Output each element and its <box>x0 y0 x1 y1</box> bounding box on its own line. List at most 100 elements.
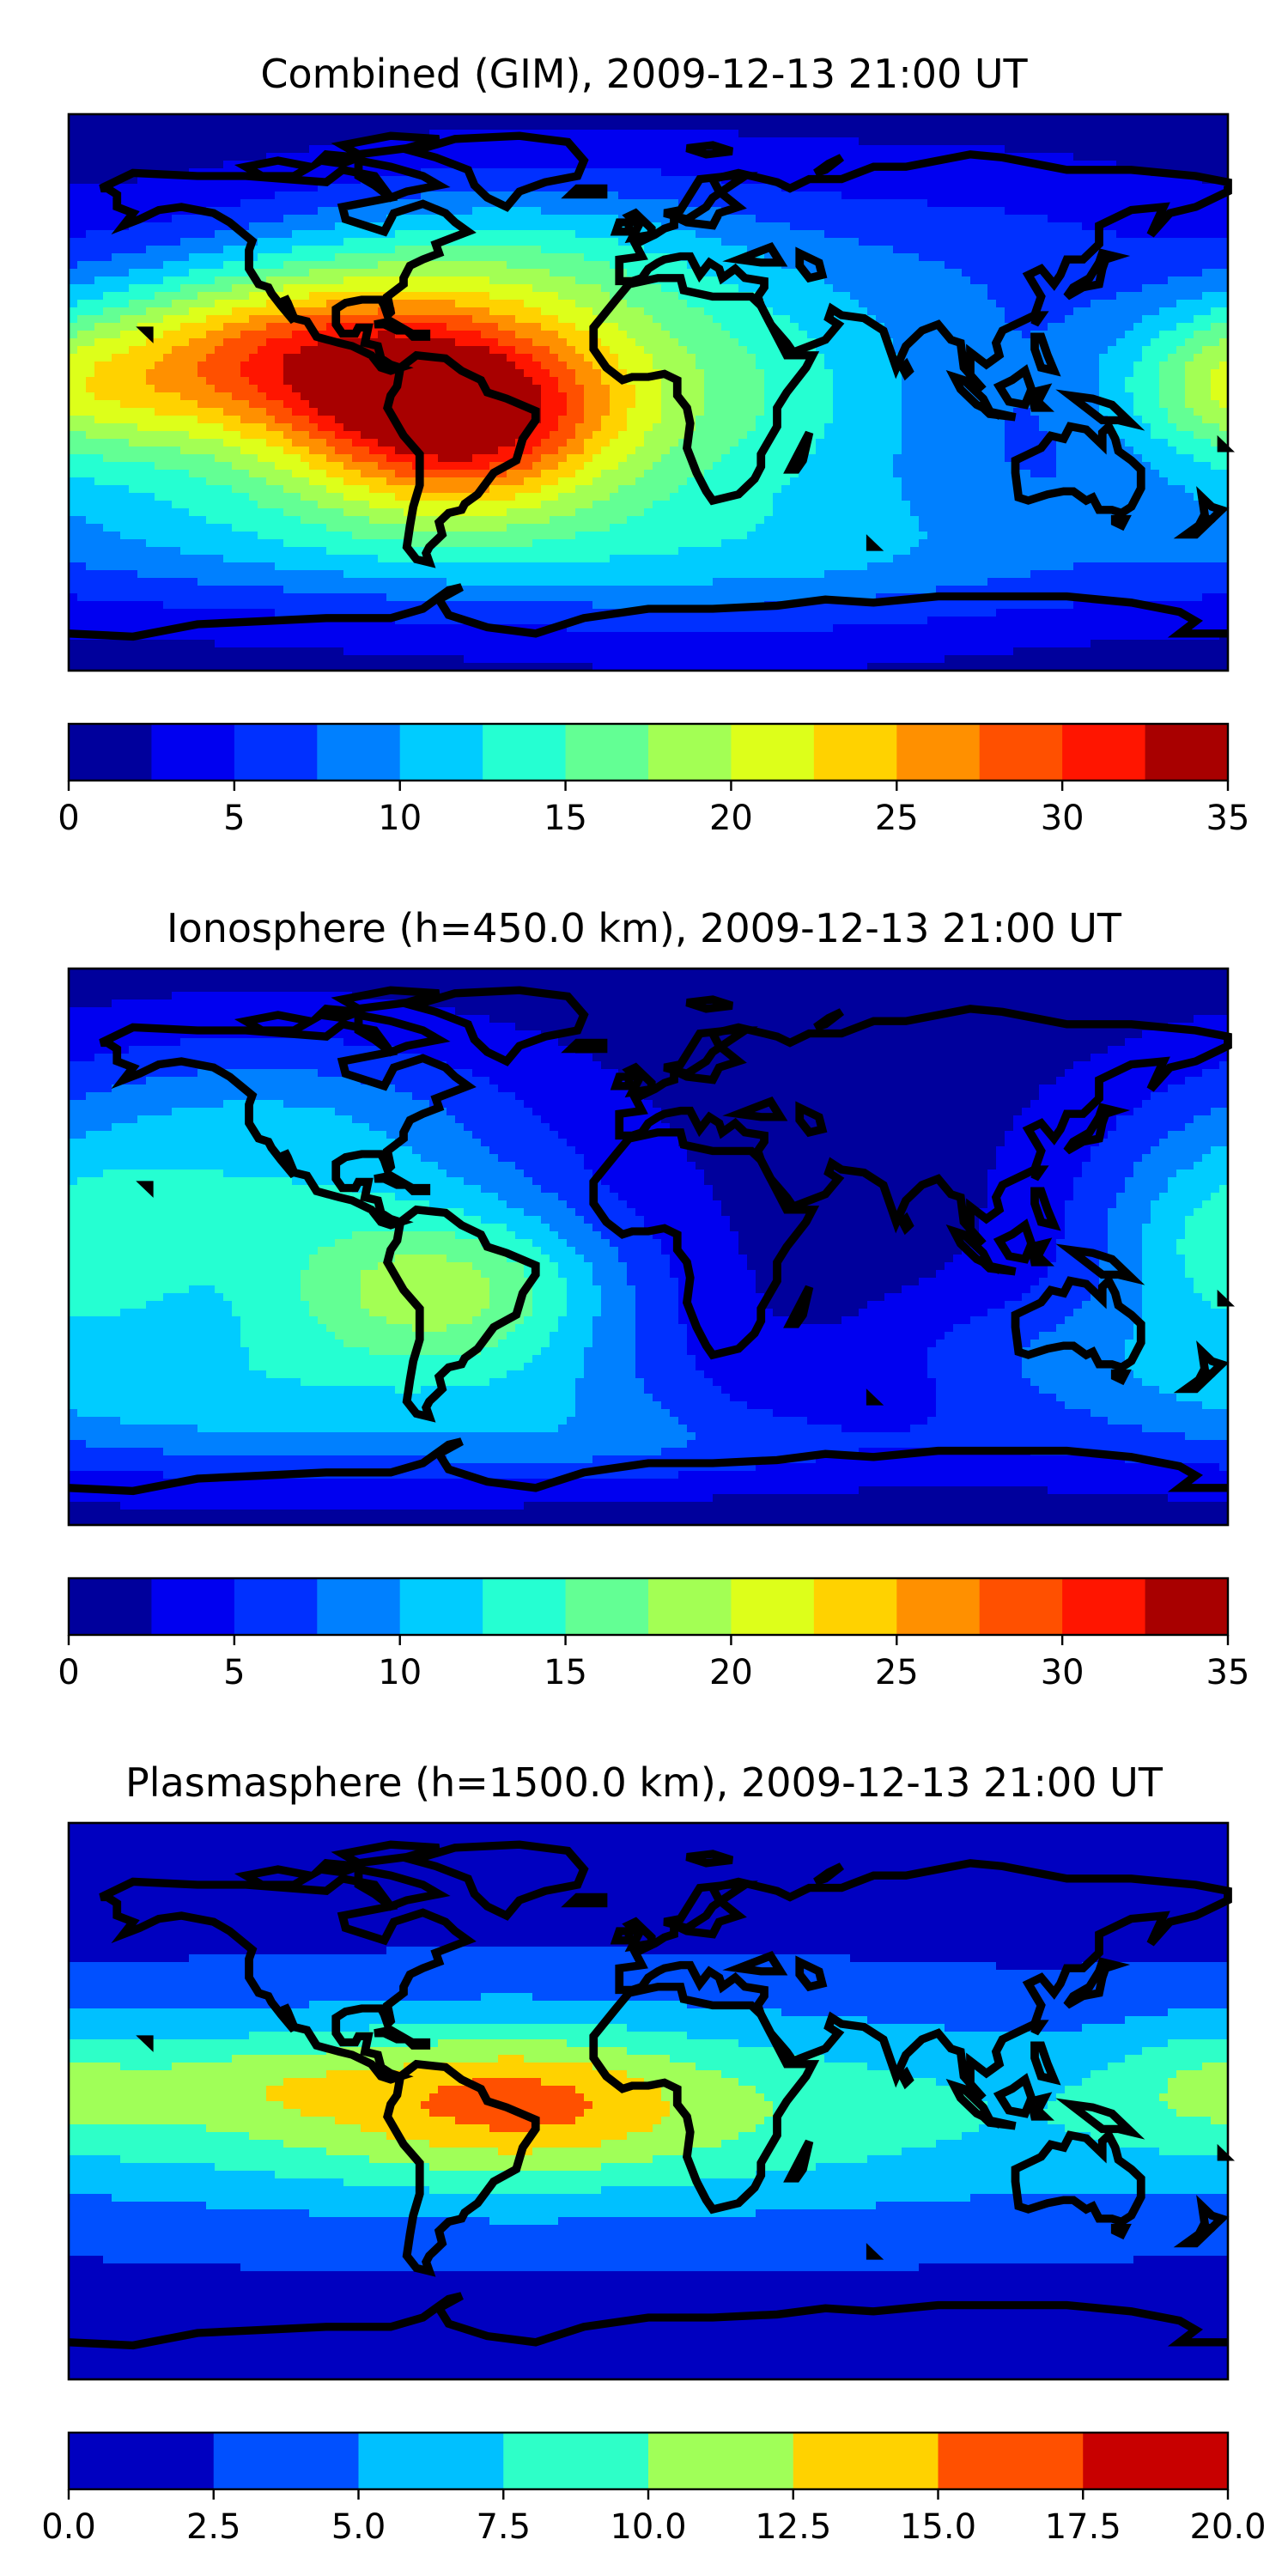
contour-cell <box>550 516 628 525</box>
contour-cell <box>1168 416 1203 424</box>
contour-cell <box>1125 377 1160 386</box>
contour-cell <box>69 1486 860 1495</box>
contour-cell <box>1056 462 1151 471</box>
contour-cell <box>816 447 902 455</box>
contour-cell <box>223 1293 301 1302</box>
contour-cell <box>223 261 284 270</box>
contour-cell <box>69 477 95 486</box>
contour-cell <box>610 1239 662 1248</box>
contour-cell <box>1133 1324 1229 1333</box>
contour-cell <box>498 1193 559 1201</box>
contour-cell <box>69 2109 301 2117</box>
contour-cell <box>69 2132 250 2141</box>
contour-cell <box>1099 1285 1143 1294</box>
contour-cell <box>1125 1347 1229 1356</box>
contour-cell <box>687 477 791 486</box>
contour-cell <box>112 354 164 362</box>
contour-cell <box>1142 1030 1229 1039</box>
contour-cell <box>69 562 87 571</box>
contour-cell <box>610 524 756 532</box>
colorbar-segment <box>317 724 401 781</box>
contour-cell <box>240 361 284 370</box>
contour-cell <box>120 331 164 339</box>
contour-cell <box>1142 354 1169 362</box>
contour-cell <box>69 632 1220 641</box>
contour-cell <box>756 524 920 532</box>
contour-cell <box>69 1309 121 1317</box>
contour-cell <box>189 431 241 440</box>
contour-cell <box>541 416 559 424</box>
contour-cell <box>301 493 344 501</box>
contour-cell <box>103 292 155 301</box>
contour-cell <box>721 323 799 331</box>
contour-cell <box>661 1115 1014 1124</box>
contour-cell <box>610 392 636 401</box>
contour-cell <box>927 1370 1023 1379</box>
contour-cell <box>69 1900 1229 1909</box>
contour-cell <box>1185 361 1220 370</box>
contour-cell <box>541 1247 576 1255</box>
contour-cell <box>833 408 902 416</box>
contour-cell <box>1030 1378 1143 1387</box>
contour-cell <box>1039 1386 1160 1394</box>
contour-cell <box>1159 392 1186 401</box>
colorbar-tick-label: 15 <box>544 1653 587 1692</box>
contour-cell <box>610 408 628 416</box>
contour-cell <box>352 454 387 463</box>
contour-cell <box>1185 1231 1229 1240</box>
contour-cell <box>369 1309 482 1317</box>
contour-cell <box>953 1324 1057 1333</box>
contour-cell <box>567 361 593 370</box>
contour-cell <box>781 485 902 494</box>
contour-cell <box>1133 1162 1194 1170</box>
contour-cell <box>507 261 611 270</box>
contour-cell <box>1211 1146 1229 1155</box>
contour-cell <box>859 1309 988 1317</box>
colorbar-segment <box>793 2433 939 2489</box>
contour-cell <box>592 1170 705 1178</box>
contour-cell <box>1022 331 1031 339</box>
contour-cell <box>1151 423 1177 432</box>
contour-cell <box>584 1216 645 1224</box>
contour-cell <box>558 354 585 362</box>
contour-cell <box>524 1270 559 1279</box>
contour-cell <box>292 408 319 416</box>
contour-cell <box>69 323 95 331</box>
contour-cell <box>902 369 1100 378</box>
contour-cell <box>335 416 542 424</box>
contour-cell <box>902 485 1186 494</box>
contour-cell <box>240 369 284 378</box>
contour-cell <box>429 1100 525 1109</box>
contour-cell <box>550 269 628 277</box>
contour-cell <box>172 1108 336 1116</box>
contour-cell <box>558 1324 593 1333</box>
contour-cell <box>1142 1247 1177 1255</box>
contour-cell <box>1185 1224 1229 1232</box>
contour-cell <box>69 516 87 525</box>
contour-cell <box>378 462 413 471</box>
contour-cell <box>343 276 490 285</box>
contour-cell <box>678 1139 1005 1147</box>
contour-cell <box>309 462 344 471</box>
contour-cell <box>507 1332 550 1340</box>
contour-cell <box>635 1355 696 1364</box>
contour-cell <box>498 1247 542 1255</box>
contour-cell <box>69 1255 310 1263</box>
contour-cell <box>481 1185 542 1194</box>
contour-cell <box>266 338 319 347</box>
contour-cell <box>386 477 525 486</box>
contour-cell <box>1168 354 1194 362</box>
contour-cell <box>292 246 396 254</box>
contour-cell <box>730 1224 980 1232</box>
contour-cell <box>69 1394 576 1402</box>
contour-cell <box>1091 2132 1229 2141</box>
contour-cell <box>687 1347 928 1356</box>
colorbar-segment <box>1062 1578 1146 1635</box>
contour-cell <box>1168 1131 1229 1139</box>
contour-cell <box>927 1363 1023 1371</box>
contour-cell <box>696 1162 997 1170</box>
contour-cell <box>1159 2093 1229 2102</box>
contour-cell <box>867 2016 1126 2025</box>
contour-cell <box>1168 477 1229 486</box>
contour-cell <box>910 1425 1143 1433</box>
